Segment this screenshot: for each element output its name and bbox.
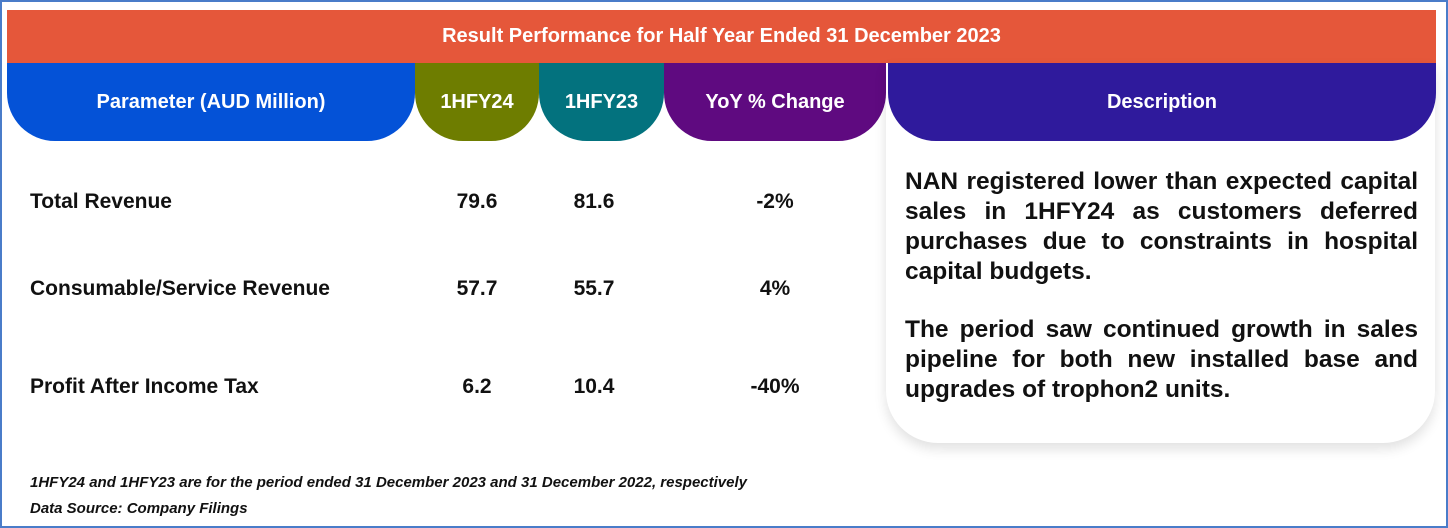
column-header-yoy-change: YoY % Change [664, 63, 886, 141]
column-header-1hfy24: 1HFY24 [415, 63, 539, 141]
value-yoy: -2% [756, 190, 794, 213]
value-1hfy23: 10.4 [573, 375, 615, 398]
column-header-label: Parameter (AUD Million) [96, 90, 326, 113]
value-yoy: 4% [759, 277, 791, 300]
row-label: Consumable/Service Revenue [30, 277, 330, 300]
description-paragraph-2: The period saw continued growth in sales… [905, 316, 1418, 403]
column-header-label: 1HFY24 [440, 90, 514, 113]
column-header-label: Description [1106, 90, 1218, 113]
table-row-total-revenue: Total Revenue 79.6 81.6 -2% [0, 182, 886, 222]
column-header-parameter: Parameter (AUD Million) [7, 63, 415, 141]
row-label: Total Revenue [30, 190, 172, 213]
table-row-consumable-service-revenue: Consumable/Service Revenue 57.7 55.7 4% [0, 269, 886, 309]
data-source-footnote: Data Source: Company Filings [30, 500, 248, 517]
value-1hfy24: 57.7 [456, 277, 498, 300]
value-1hfy24: 79.6 [456, 190, 498, 213]
column-header-label: YoY % Change [705, 90, 845, 113]
period-footnote: 1HFY24 and 1HFY23 are for the period end… [30, 474, 748, 491]
column-header-1hfy23: 1HFY23 [539, 63, 664, 141]
value-1hfy23: 55.7 [573, 277, 615, 300]
page-title: Result Performance for Half Year Ended 3… [442, 25, 1001, 47]
description-paragraph-1: NAN registered lower than expected capit… [905, 168, 1418, 285]
value-yoy: -40% [750, 375, 800, 398]
value-1hfy24: 6.2 [462, 375, 492, 398]
title-banner: Result Performance for Half Year Ended 3… [7, 10, 1436, 63]
table-row-profit-after-income-tax: Profit After Income Tax 6.2 10.4 -40% [0, 367, 886, 407]
row-label: Profit After Income Tax [30, 375, 259, 398]
column-header-label: 1HFY23 [564, 90, 639, 113]
value-1hfy23: 81.6 [573, 190, 615, 213]
description-text: NAN registered lower than expected capit… [905, 167, 1418, 433]
column-header-description: Description [888, 63, 1436, 141]
